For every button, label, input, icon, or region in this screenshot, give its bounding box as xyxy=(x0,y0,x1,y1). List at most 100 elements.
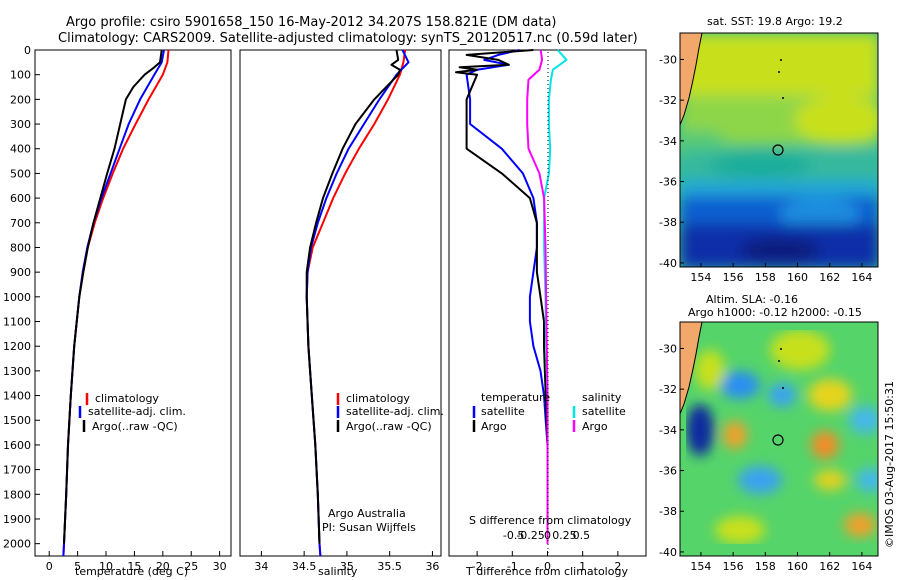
sla-field xyxy=(686,330,878,544)
y-tick-label: 0 xyxy=(24,44,31,57)
y-tick-label: 200 xyxy=(10,93,31,106)
sla-track-point xyxy=(778,360,780,362)
x-tick-label: 35 xyxy=(340,560,354,573)
y-tick-label: 1500 xyxy=(3,414,31,427)
map-x-tick-label: 160 xyxy=(787,271,808,284)
s-difference-axis-label: S difference from climatology xyxy=(469,514,632,527)
sla-argo-marker xyxy=(772,434,784,446)
y-tick-label: 1800 xyxy=(3,488,31,501)
difference-legend: temperature salinity satellite Argo sate… xyxy=(469,391,632,527)
difference-chart: -2 -1 0 1 2-0.5-0.25 0 0.250.5 xyxy=(455,49,621,573)
sla-land xyxy=(680,322,702,414)
temperature-legend: climatology satellite-adj. clim. Argo(..… xyxy=(78,392,186,433)
series-line-argo-raw-qc- xyxy=(305,49,401,544)
header-line-1: Argo profile: csiro 5901658_150 16-May-2… xyxy=(66,15,557,30)
map-y-tick-label: -34 xyxy=(659,135,677,148)
x-tick-label: 15 xyxy=(127,560,141,573)
sst-argo-marker xyxy=(772,144,784,156)
series-line-temperature-satellite xyxy=(465,49,549,544)
map-x-tick-label: 156 xyxy=(723,271,744,284)
map-x-tick-label: 164 xyxy=(851,271,872,284)
legend-t-satellite-label: satellite xyxy=(481,405,525,418)
t-difference-axis-label: T difference from climatology xyxy=(465,565,628,578)
sst-field xyxy=(680,33,878,267)
map-y-tick-label: -38 xyxy=(659,505,677,518)
series-line-satellite-adj-clim- xyxy=(305,49,410,557)
sla-map-subtitle: Argo h1000: -0.12 h2000: -0.15 xyxy=(688,306,862,319)
copyright-timestamp: ©IMOS 03-Aug-2017 15:50:31 xyxy=(883,381,896,548)
y-tick-label: 400 xyxy=(10,143,31,156)
map-x-tick-label: 156 xyxy=(723,560,744,573)
s-tick-label: 0.5 xyxy=(573,529,591,542)
sst-frame xyxy=(679,32,879,268)
y-tick-label: 600 xyxy=(10,192,31,205)
map-y-tick-label: -34 xyxy=(659,424,677,437)
legend-s-satellite-label: satellite xyxy=(582,405,626,418)
map-x-tick-label: 154 xyxy=(690,560,711,573)
y-tick-label: 1900 xyxy=(3,513,31,526)
legend-t-argo-label: Argo xyxy=(481,420,507,433)
x-tick-label: 34 xyxy=(254,560,268,573)
map-y-tick-label: -32 xyxy=(659,94,677,107)
legend-argo-label: Argo(..raw -QC) xyxy=(346,420,432,433)
map-y-tick-label: -40 xyxy=(659,546,677,559)
salinity-axis-label: salinity xyxy=(318,565,358,578)
y-tick-label: 800 xyxy=(10,241,31,254)
y-tick-label: 1600 xyxy=(3,439,31,452)
legend-s-argo-label: Argo xyxy=(582,420,608,433)
x-tick-label: 0 xyxy=(46,560,53,573)
map-x-tick-label: 158 xyxy=(755,271,776,284)
sla-map: Altim. SLA: -0.16 Argo h1000: -0.12 h200… xyxy=(659,293,879,573)
x-tick-label: 2 xyxy=(614,560,621,573)
map-x-tick-label: 164 xyxy=(851,560,872,573)
sla-track-point xyxy=(780,348,782,350)
x-tick-label: 34.5 xyxy=(292,560,317,573)
legend-climatology-label: climatology xyxy=(95,392,159,405)
y-tick-label: 2000 xyxy=(3,538,31,551)
x-tick-label: 36 xyxy=(425,560,439,573)
y-tick-label: 1300 xyxy=(3,365,31,378)
x-tick-label: 20 xyxy=(156,560,170,573)
map-y-tick-label: -30 xyxy=(659,53,677,66)
sst-track-point xyxy=(780,59,782,61)
sla-axes: 154 156 158 160 162 164 -30 -32 -34 -36 -38 -40 xyxy=(659,342,872,573)
sst-track-point xyxy=(778,71,780,73)
s-tick-label: 0.25 xyxy=(552,529,577,542)
map-y-tick-label: -40 xyxy=(659,257,677,270)
x-tick-label: 30 xyxy=(213,560,227,573)
sst-land xyxy=(680,33,702,125)
x-tick-label: 0 xyxy=(544,560,551,573)
y-tick-label: 1700 xyxy=(3,464,31,477)
map-y-tick-label: -38 xyxy=(659,216,677,229)
s-tick-label: -0.25 xyxy=(516,529,544,542)
map-x-tick-label: 160 xyxy=(787,560,808,573)
y-tick-label: 1100 xyxy=(3,316,31,329)
y-tick-label: 700 xyxy=(10,217,31,230)
salinity-chart: 34 34.5 35 35.5 36 xyxy=(254,49,439,573)
sst-axes: 154 156 158 160 162 164 -30 -32 -34 -36 -38 -40 xyxy=(659,53,872,284)
sla-coastline xyxy=(680,322,703,415)
sst-map-title: sat. SST: 19.8 Argo: 19.2 xyxy=(707,15,843,28)
x-tick-label: 35.5 xyxy=(377,560,402,573)
map-x-tick-label: 162 xyxy=(819,271,840,284)
s-tick-label: -0.5 xyxy=(503,529,524,542)
x-tick-label: 25 xyxy=(184,560,198,573)
legend-climatology-label: climatology xyxy=(346,392,410,405)
legend-temperature-title: temperature xyxy=(481,391,550,404)
sst-coastline xyxy=(680,33,703,126)
y-tick-label: 900 xyxy=(10,266,31,279)
legend-argo-label: Argo(..raw -QC) xyxy=(92,420,178,433)
legend-satellite-label: satellite-adj. clim. xyxy=(346,405,444,418)
sla-track-point xyxy=(782,387,784,389)
map-x-tick-label: 158 xyxy=(755,560,776,573)
header-line-2: Climatology: CARS2009. Satellite-adjuste… xyxy=(58,31,638,46)
series-line-climatology xyxy=(305,49,407,557)
temperature-axes xyxy=(34,49,232,557)
y-tick-label: 500 xyxy=(10,167,31,180)
x-tick-label: 10 xyxy=(99,560,113,573)
map-y-tick-label: -32 xyxy=(659,383,677,396)
y-tick-label: 300 xyxy=(10,118,31,131)
credit-line-1: Argo Australia xyxy=(328,507,406,520)
y-tick-label: 1200 xyxy=(3,340,31,353)
